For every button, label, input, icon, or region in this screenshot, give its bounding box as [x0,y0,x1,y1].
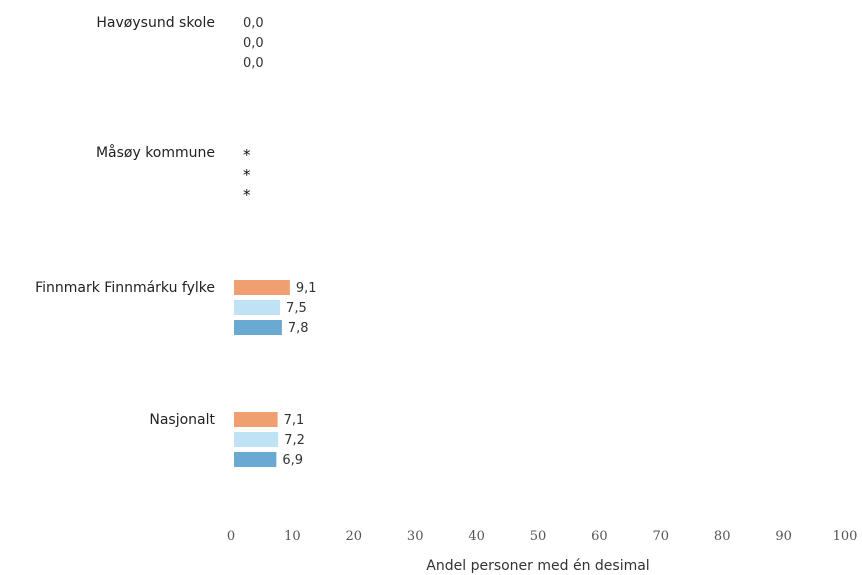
value-label: 9,1 [296,281,317,296]
value-label: 0,0 [243,36,264,51]
bar [234,412,278,427]
value-labels: 0,0 0,0 0,0 * * * 9,1 7,5 7,8 7,1 7,2 6,9 [243,16,317,468]
value-label: 7,1 [284,413,305,428]
x-tick-label: 70 [653,529,670,544]
bar [234,280,290,295]
bar [234,300,281,315]
value-label: 7,2 [284,433,305,448]
category-label: Finnmark Finnmárku fylke [35,280,215,296]
category-label: Havøysund skole [96,15,215,31]
x-axis-ticks: 0 10 20 30 40 50 60 70 80 90 100 [227,529,858,544]
bar [234,320,282,335]
bar [234,452,277,467]
value-label: 6,9 [282,453,303,468]
suppressed-value-label: * [243,186,251,204]
x-tick-label: 20 [346,529,363,544]
category-labels: Havøysund skole Måsøy kommune Finnmark Fin… [35,15,215,428]
suppressed-value-label: * [243,146,251,164]
x-tick-label: 100 [833,529,858,544]
bar [234,432,279,447]
x-tick-label: 60 [591,529,608,544]
x-tick-label: 50 [530,529,547,544]
value-label: 7,5 [286,301,307,316]
x-tick-label: 0 [227,529,235,544]
bar-group [234,280,290,467]
category-label: Nasjonalt [149,412,215,428]
value-label: 0,0 [243,16,264,31]
x-tick-label: 90 [775,529,792,544]
suppressed-value-label: * [243,166,251,184]
value-label: 7,8 [288,321,309,336]
x-tick-label: 80 [714,529,731,544]
value-label: 0,0 [243,56,264,71]
x-tick-label: 30 [407,529,424,544]
x-axis-title: Andel personer med én desimal [426,558,649,574]
x-tick-label: 10 [284,529,301,544]
category-label: Måsøy kommune [96,144,215,161]
x-tick-label: 40 [468,529,485,544]
